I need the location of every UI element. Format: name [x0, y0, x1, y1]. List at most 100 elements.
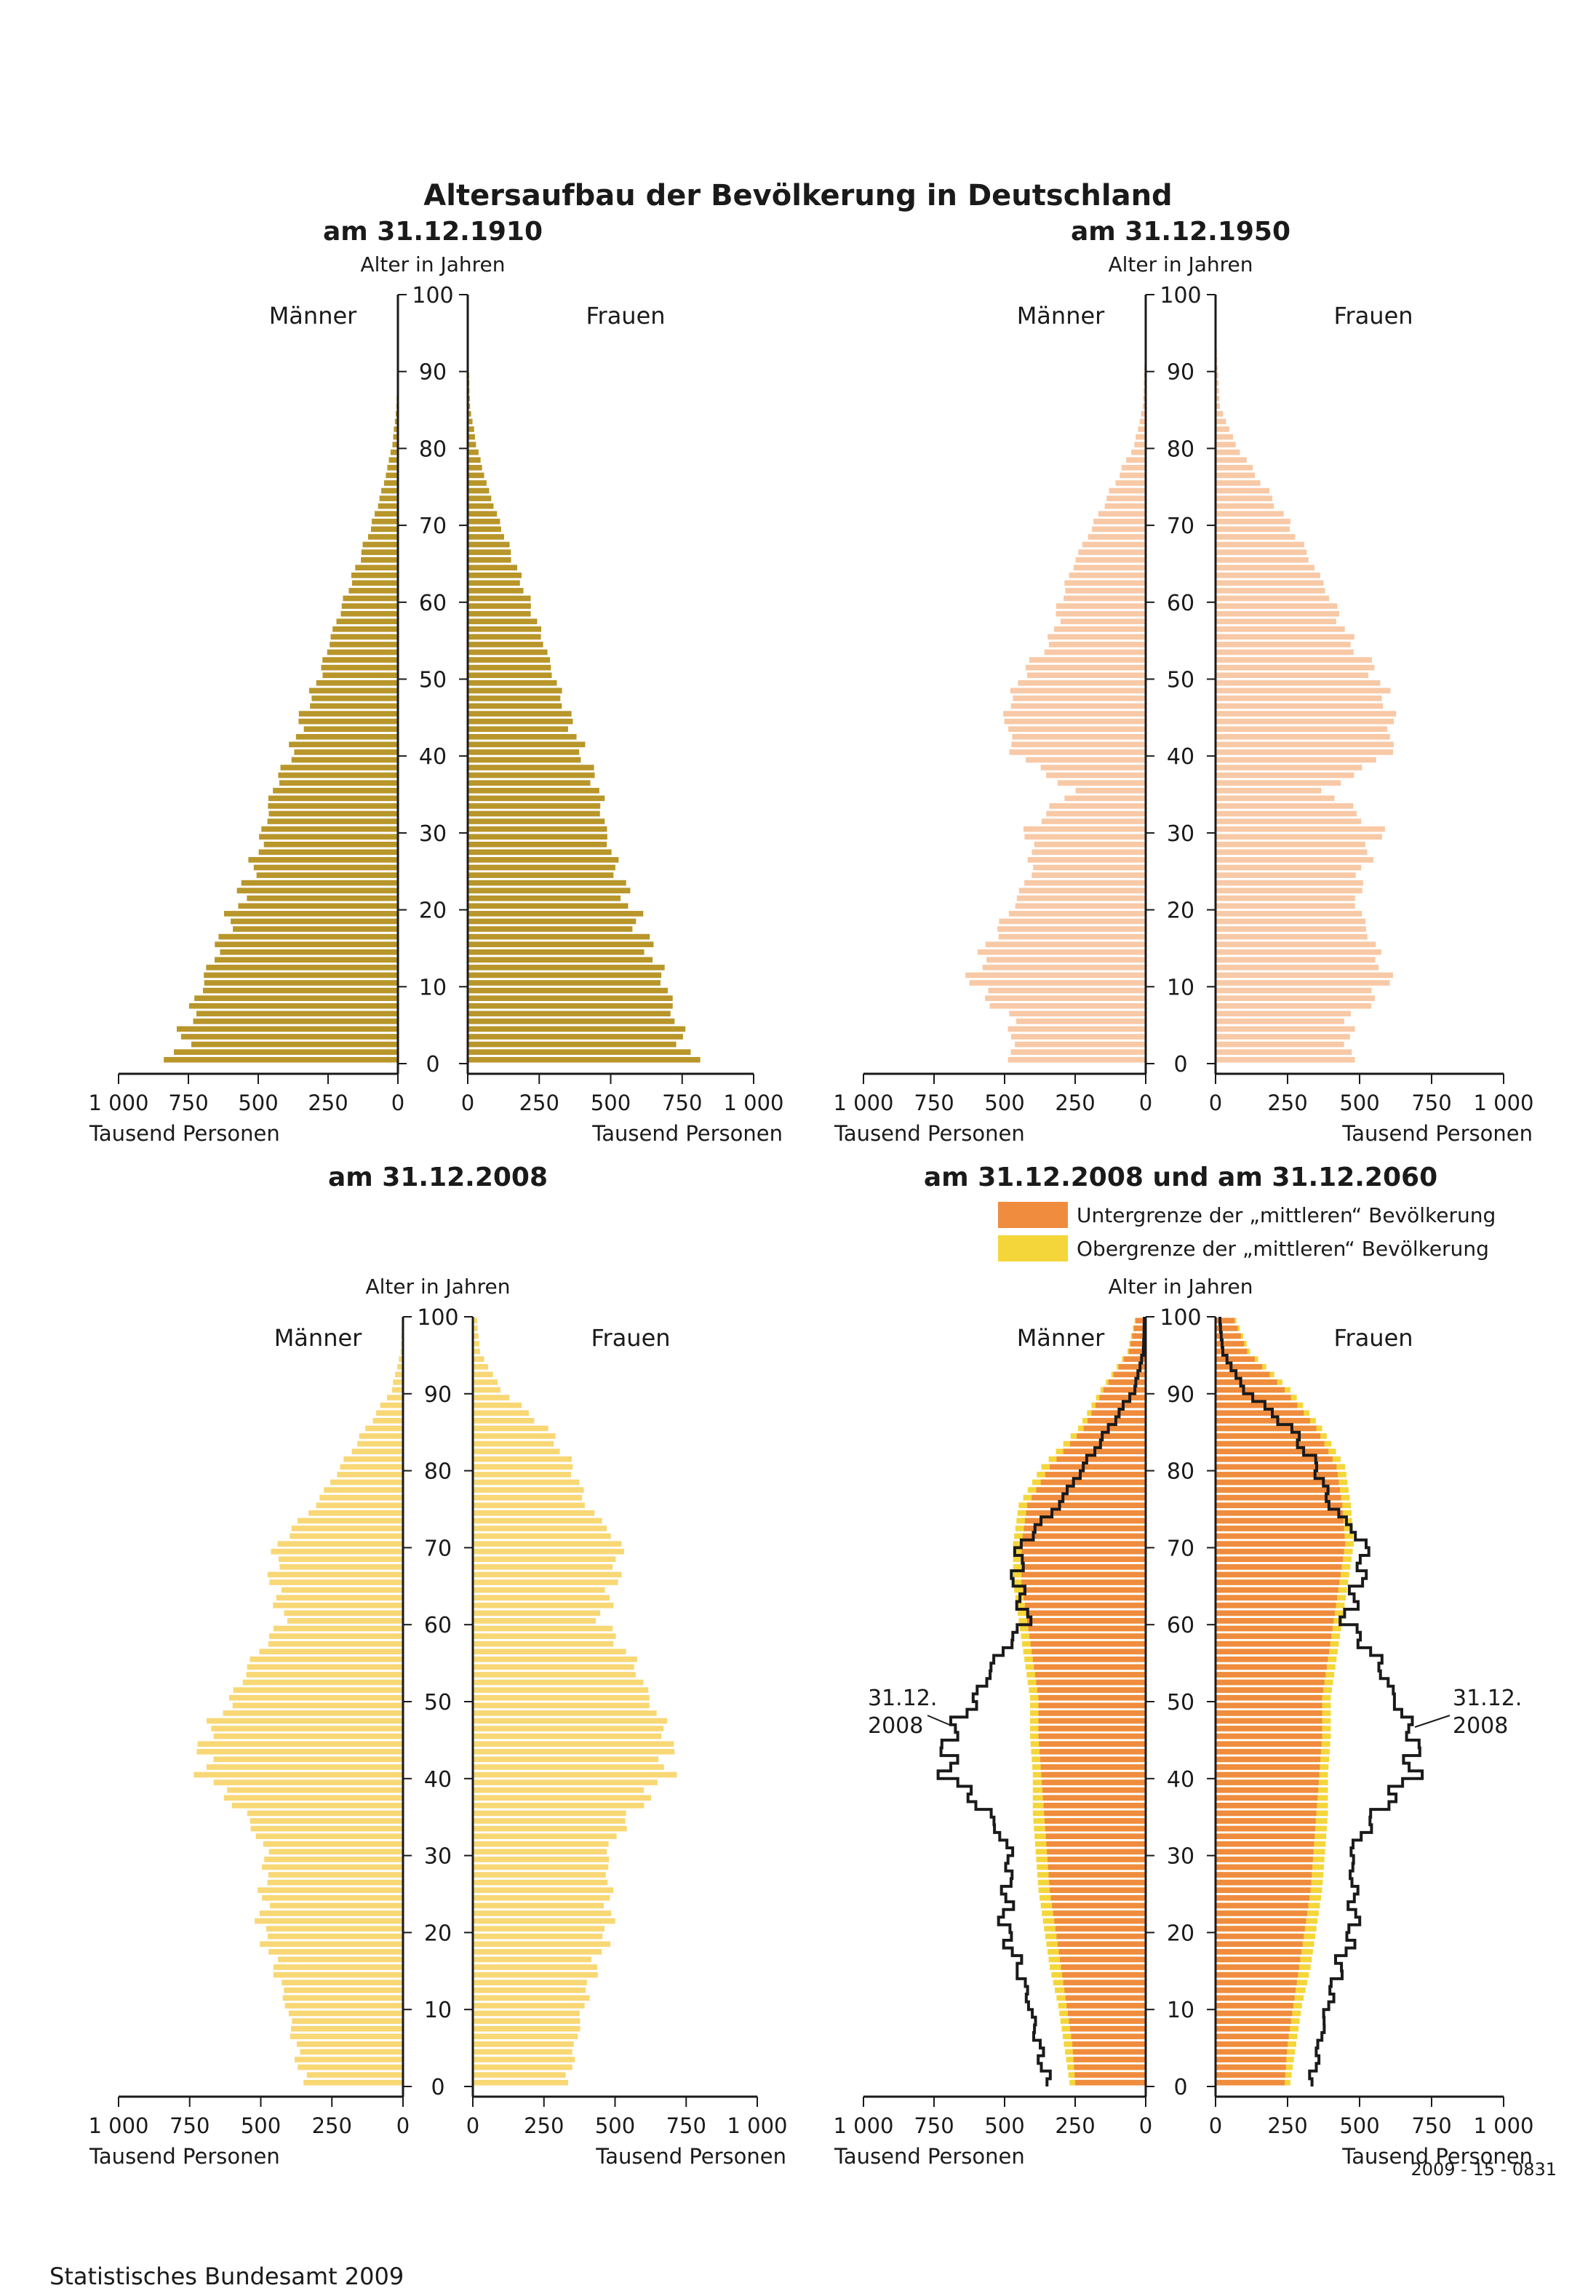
bar-men — [1013, 695, 1146, 701]
bar-men — [259, 1910, 403, 1916]
annotation-men-line1: 31.12. — [868, 1686, 937, 1711]
bar-men — [236, 888, 398, 893]
bar-men — [1032, 849, 1146, 856]
bar-men — [213, 1756, 403, 1763]
bar-men — [303, 726, 398, 733]
bar-women — [473, 1864, 609, 1870]
bar-women — [473, 1679, 644, 1686]
bar-men — [253, 864, 398, 871]
bar-men — [204, 980, 398, 986]
bar-men-lower — [1039, 1741, 1146, 1747]
x-tick-label-women: 1 000 — [1473, 2113, 1533, 2138]
bar-women — [1216, 534, 1296, 540]
annotation-women-line2: 2008 — [1453, 1713, 1508, 1739]
bar-men — [1024, 834, 1146, 840]
bar-women — [1216, 834, 1382, 840]
bar-women — [473, 1918, 615, 1924]
bar-men — [397, 1363, 403, 1370]
bar-women — [1216, 372, 1218, 378]
bar-men — [1138, 426, 1146, 432]
bar-women — [468, 672, 552, 679]
bar-men — [1121, 465, 1146, 471]
bar-men — [193, 1771, 403, 1778]
bar-men — [211, 1726, 403, 1731]
bar-women-lower — [1216, 1841, 1314, 1847]
bar-men-lower — [1073, 2057, 1146, 2062]
bar-men — [982, 965, 1146, 970]
bar-women — [1216, 626, 1345, 632]
bar-men-lower — [1024, 1518, 1146, 1524]
bar-women — [1216, 864, 1362, 871]
bar-women — [468, 503, 494, 509]
bar-men — [188, 1002, 398, 1009]
bar-men — [213, 1733, 403, 1739]
age-tick-label: 40 — [1167, 1767, 1194, 1793]
bar-men-lower — [1136, 1318, 1146, 1324]
bar-women — [468, 1056, 701, 1063]
bar-men — [1049, 803, 1146, 809]
bar-women — [473, 2064, 572, 2070]
bar-men — [400, 1348, 403, 1355]
bar-men — [255, 1918, 403, 1924]
bar-men — [1075, 787, 1146, 794]
bar-men — [259, 1649, 403, 1655]
panel-subtitle: am 31.12.1910 — [323, 217, 543, 247]
bar-women-lower — [1216, 2064, 1286, 2070]
bar-women — [473, 1887, 614, 1894]
bar-women-lower — [1216, 1348, 1248, 1355]
bar-men — [263, 1841, 403, 1847]
bar-men — [248, 857, 398, 863]
bar-men — [1004, 718, 1146, 725]
bar-women — [468, 757, 581, 763]
bar-men — [383, 480, 398, 486]
bar-men — [393, 434, 398, 440]
bar-men-lower — [1058, 1949, 1146, 1955]
x-tick-label-women: 1 000 — [727, 2113, 787, 2138]
bar-men — [1078, 549, 1146, 555]
bar-women — [473, 1587, 605, 1593]
bar-women — [468, 1011, 671, 1017]
bar-men — [1141, 411, 1146, 417]
bar-men — [1010, 687, 1146, 694]
bar-women — [1216, 449, 1240, 455]
bar-women — [1216, 772, 1354, 778]
main-title: Altersaufbau der Bevölkerung in Deutschl… — [423, 179, 1172, 212]
bar-women — [473, 1733, 662, 1739]
bar-men — [386, 472, 398, 479]
bar-women — [468, 511, 498, 517]
bar-women — [468, 649, 548, 655]
bar-women — [473, 1941, 611, 1948]
bar-men-lower — [1036, 1679, 1146, 1686]
bar-women — [1216, 588, 1325, 594]
bar-men — [361, 549, 398, 555]
bar-women — [1216, 718, 1394, 725]
legend-label-upper: Obergrenze der „mittleren“ Bevölkerung — [1077, 1237, 1489, 1261]
bar-men-lower — [1026, 1610, 1146, 1617]
bar-women — [473, 1964, 597, 1970]
bar-women — [473, 1379, 498, 1385]
bar-men — [1044, 649, 1146, 655]
bar-men — [1029, 657, 1146, 663]
bar-women — [1216, 642, 1351, 647]
bar-women — [1216, 679, 1381, 686]
bar-women-lower — [1216, 1502, 1343, 1509]
bar-women — [1216, 411, 1224, 417]
bar-men-lower — [1042, 1787, 1146, 1793]
bar-women — [1216, 711, 1397, 717]
legend-swatch-upper — [998, 1235, 1068, 1261]
bar-women — [1216, 903, 1355, 909]
x-unit-women: Tausend Personen — [591, 1121, 783, 1146]
bar-women — [1216, 880, 1363, 886]
bar-women-lower — [1216, 1433, 1321, 1439]
bar-women — [468, 595, 531, 602]
bar-women — [1216, 926, 1366, 932]
age-tick-label: 10 — [419, 975, 447, 1000]
women-label: Frauen — [591, 1324, 670, 1352]
age-tick-label: 30 — [424, 1844, 452, 1870]
bar-women — [1216, 1011, 1351, 1017]
bar-women — [473, 1718, 668, 1724]
bar-women — [473, 1849, 607, 1855]
bar-men-lower — [1040, 1479, 1146, 1486]
bar-women-lower — [1216, 1926, 1305, 1932]
bar-men — [395, 1371, 403, 1378]
